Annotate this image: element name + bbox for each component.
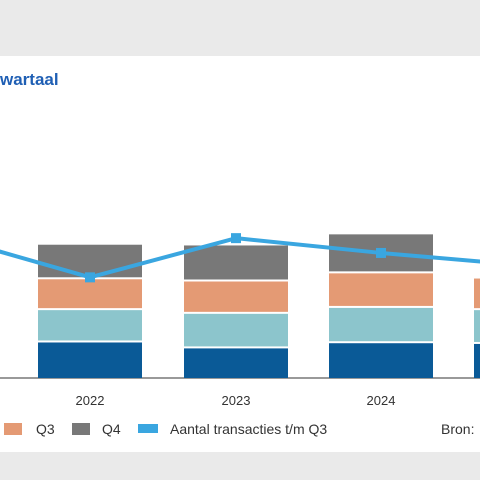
bar-q2-2022 xyxy=(38,310,142,341)
source-label: Bron: xyxy=(441,421,474,437)
bar-q3-cat4 xyxy=(474,278,480,309)
bar-q2-cat4 xyxy=(474,310,480,342)
top-band xyxy=(0,0,480,56)
bar-q3-2023 xyxy=(184,281,288,312)
x-tick-label-2022: 2022 xyxy=(76,393,105,408)
line-marker-2023 xyxy=(231,233,241,244)
bottom-band xyxy=(0,452,480,480)
bar-q1-2022 xyxy=(38,342,142,378)
bar-q4-2022 xyxy=(38,244,142,278)
legend-swatch-transactions xyxy=(138,424,158,433)
bar-q1-cat4 xyxy=(474,343,480,378)
chart-title: wartaal xyxy=(0,70,59,89)
bar-q1-2024 xyxy=(329,343,433,378)
legend-label-q3: Q3 xyxy=(36,421,55,437)
line-marker-2024 xyxy=(376,247,386,258)
line-marker-2022 xyxy=(85,272,95,283)
bar-q4-2023 xyxy=(184,245,288,280)
bar-q2-2023 xyxy=(184,313,288,347)
x-tick-label-2024: 2024 xyxy=(367,393,396,408)
legend-label-transactions: Aantal transacties t/m Q3 xyxy=(170,421,327,437)
bar-q2-2024 xyxy=(329,307,433,342)
legend-swatch-q3 xyxy=(4,423,22,435)
bar-q3-2022 xyxy=(38,279,142,309)
bar-q1-2023 xyxy=(184,348,288,378)
legend-swatch-q4 xyxy=(72,423,90,435)
bar-q3-2024 xyxy=(329,273,433,306)
x-tick-label-2023: 2023 xyxy=(222,393,251,408)
legend-label-q4: Q4 xyxy=(102,421,121,437)
